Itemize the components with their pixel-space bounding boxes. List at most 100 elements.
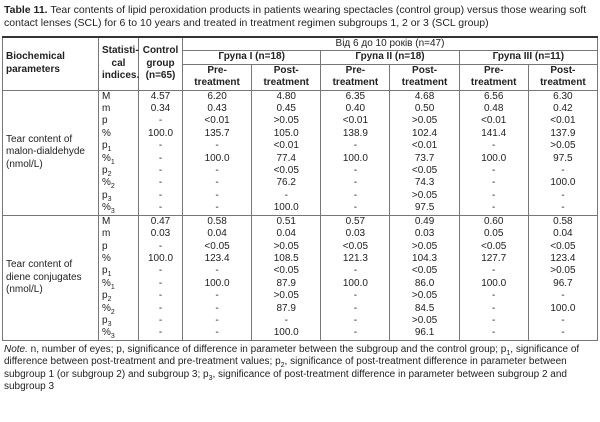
cell: 0.04 bbox=[181, 228, 253, 241]
index: % bbox=[98, 127, 139, 141]
cell: <0.01 bbox=[320, 115, 391, 128]
index-sub: 2 bbox=[107, 296, 112, 304]
header-subgroup: Pre-treatment bbox=[458, 63, 529, 91]
index-text: M bbox=[102, 215, 111, 227]
note-sub: 1 bbox=[506, 349, 511, 357]
index-text: % bbox=[102, 277, 111, 289]
cell: - bbox=[138, 202, 183, 216]
index: m bbox=[98, 228, 139, 241]
row: p3- - - - >0.05- - bbox=[3, 189, 599, 203]
cell: 0.47 bbox=[138, 214, 183, 229]
row: m 0.03 0.04 0.04 0.03 0.03 0.05 0.04 bbox=[3, 228, 599, 241]
header-age: Від 6 до 10 років (n=47) bbox=[182, 36, 598, 52]
cell: - bbox=[138, 140, 183, 153]
cell: 127.7 bbox=[458, 252, 529, 266]
cell: >0.05 bbox=[527, 140, 599, 153]
cell: - bbox=[138, 277, 183, 291]
cell: 135.7 bbox=[181, 127, 253, 141]
cell: - bbox=[458, 189, 529, 203]
cell: 4.80 bbox=[251, 89, 322, 104]
cell: 123.4 bbox=[527, 252, 599, 266]
cell: 0.05 bbox=[458, 228, 529, 241]
index-text: % bbox=[102, 202, 111, 214]
cell: - bbox=[138, 165, 183, 178]
cell: >0.05 bbox=[389, 314, 460, 328]
cell: - bbox=[181, 177, 253, 190]
index-text: M bbox=[102, 90, 111, 102]
row: p1- - <0.01- <0.01- >0.05 bbox=[3, 140, 599, 153]
index-text: p bbox=[102, 115, 108, 127]
cell: - bbox=[181, 140, 253, 153]
cell: - bbox=[458, 290, 529, 303]
cell: - bbox=[320, 140, 391, 153]
cell: - bbox=[527, 165, 599, 178]
cell: 100.0 bbox=[320, 277, 391, 291]
header-control: Control group (n=65) bbox=[138, 35, 183, 91]
index: m bbox=[98, 103, 139, 116]
cell: >0.05 bbox=[389, 189, 460, 203]
header-indices: Statisti- cal indices. bbox=[98, 35, 139, 91]
cell: - bbox=[458, 202, 529, 216]
cell: >0.05 bbox=[389, 240, 460, 253]
index-sub: 3 bbox=[107, 320, 112, 328]
header-group: Група I (n=18) bbox=[181, 50, 322, 65]
row: %3- -100.0-96.1- - bbox=[3, 327, 599, 341]
index: %1 bbox=[98, 152, 139, 166]
cell: - bbox=[320, 165, 391, 178]
cell: >0.05 bbox=[389, 115, 460, 128]
caption-label: Table 11. bbox=[4, 4, 48, 16]
cell: 102.4 bbox=[389, 127, 460, 141]
parameter-name: Tear content of malon-dialdehyde (nmol/L… bbox=[2, 89, 99, 216]
cell: - bbox=[527, 202, 599, 216]
index: M bbox=[98, 214, 139, 229]
row: Tear content of diene conjugates (nmol/L… bbox=[2, 214, 599, 341]
index: p2 bbox=[98, 290, 139, 304]
cell: 0.58 bbox=[181, 214, 253, 229]
cell: 100.0 bbox=[320, 152, 391, 166]
index-text: p bbox=[102, 165, 108, 177]
cell: 0.03 bbox=[389, 228, 460, 241]
cell: >0.05 bbox=[251, 240, 322, 253]
cell: 0.57 bbox=[320, 214, 391, 229]
cell: <0.05 bbox=[389, 265, 460, 278]
index: %2 bbox=[98, 302, 139, 316]
cell: - bbox=[527, 189, 599, 203]
cell: - bbox=[251, 314, 322, 328]
index-sub: 1 bbox=[110, 158, 115, 166]
cell: 0.51 bbox=[251, 214, 322, 229]
index-text: % bbox=[102, 127, 111, 139]
cell: 97.5 bbox=[527, 152, 599, 166]
cell: >0.05 bbox=[251, 115, 322, 128]
cell: 86.0 bbox=[389, 277, 460, 291]
index-sub: 1 bbox=[107, 271, 112, 279]
cell: 100.0 bbox=[527, 302, 599, 315]
index: p3 bbox=[98, 314, 139, 328]
index: p1 bbox=[98, 140, 139, 153]
header-subgroup: Post-treatment bbox=[527, 63, 599, 91]
index-text: % bbox=[102, 177, 111, 189]
header-subgroup: Pre-treatment bbox=[181, 63, 253, 91]
index: p bbox=[98, 115, 139, 128]
cell: - bbox=[320, 265, 391, 278]
cell: 0.04 bbox=[527, 228, 599, 241]
cell: 141.4 bbox=[458, 127, 529, 141]
cell: 96.1 bbox=[389, 327, 460, 341]
caption: Table 11. Tear contents of lipid peroxid… bbox=[0, 0, 600, 34]
note: Note. n, number of eyes; p, significance… bbox=[0, 341, 600, 394]
header-group: Група II (n=18) bbox=[320, 50, 460, 65]
cell: 87.9 bbox=[251, 302, 322, 315]
cell: - bbox=[458, 165, 529, 178]
cell: - bbox=[251, 189, 322, 203]
cell: - bbox=[138, 115, 183, 128]
cell: >0.05 bbox=[251, 290, 322, 303]
cell: 0.43 bbox=[181, 103, 253, 116]
cell: 4.57 bbox=[138, 89, 183, 104]
index-text: p bbox=[102, 240, 108, 252]
cell: - bbox=[181, 165, 253, 178]
row: % 100.0 135.7 105.0 138.9 102.4 141.4 137.9 bbox=[3, 127, 599, 141]
cell: 100.0 bbox=[458, 277, 529, 291]
index: %2 bbox=[98, 177, 139, 190]
note-text: , significance of post-treatment differe… bbox=[4, 368, 567, 393]
row: %2- -76.2-74.3-100.0 bbox=[3, 177, 599, 190]
cell: 100.0 bbox=[251, 202, 322, 216]
